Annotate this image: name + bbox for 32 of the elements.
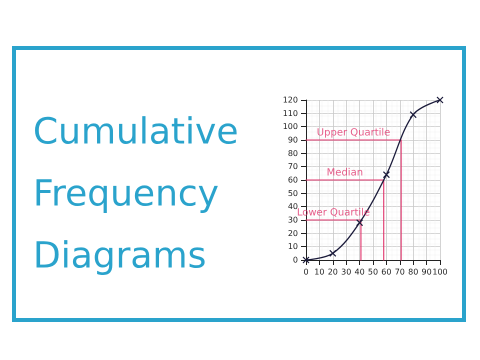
y-tick-label: 40	[288, 202, 298, 212]
y-tick-label: 50	[288, 188, 298, 198]
point	[436, 96, 444, 104]
x-tick-label: 30	[341, 268, 352, 276]
y-tick-label: 70	[288, 162, 298, 172]
y-tick-label: 120	[282, 96, 298, 104]
x-tick-label: 90	[422, 268, 432, 276]
y-tick-label: 0	[292, 256, 298, 264]
point	[329, 250, 336, 257]
x-tick-label: 0	[303, 268, 309, 276]
x-tick-label: 80	[408, 268, 418, 276]
point	[410, 111, 417, 118]
y-tick-label: 30	[288, 216, 298, 224]
y-tick-label: 10	[288, 242, 298, 252]
x-tick-label: 20	[328, 268, 338, 276]
text: Cumulative Frequency Diagrams	[33, 112, 250, 276]
y-tick-label: 110	[282, 108, 298, 118]
x-tick-label: 40	[354, 268, 365, 276]
y-tick-label: 90	[288, 136, 298, 144]
x-tick-label: 60	[381, 268, 392, 276]
x-tick-label: 100	[432, 268, 448, 276]
annotation: Upper Quartile	[316, 128, 390, 138]
annotation: Median	[326, 168, 364, 178]
y-tick-label: 100	[282, 122, 298, 132]
y-tick-label: 60	[288, 176, 298, 184]
y-tick-label: 80	[288, 148, 298, 158]
point	[356, 219, 364, 226]
x-tick-label: 10	[314, 268, 324, 276]
x-tick-label: 50	[368, 268, 378, 276]
y-tick-label: 20	[288, 228, 298, 238]
point	[382, 171, 390, 178]
x-tick-label: 70	[394, 268, 405, 276]
